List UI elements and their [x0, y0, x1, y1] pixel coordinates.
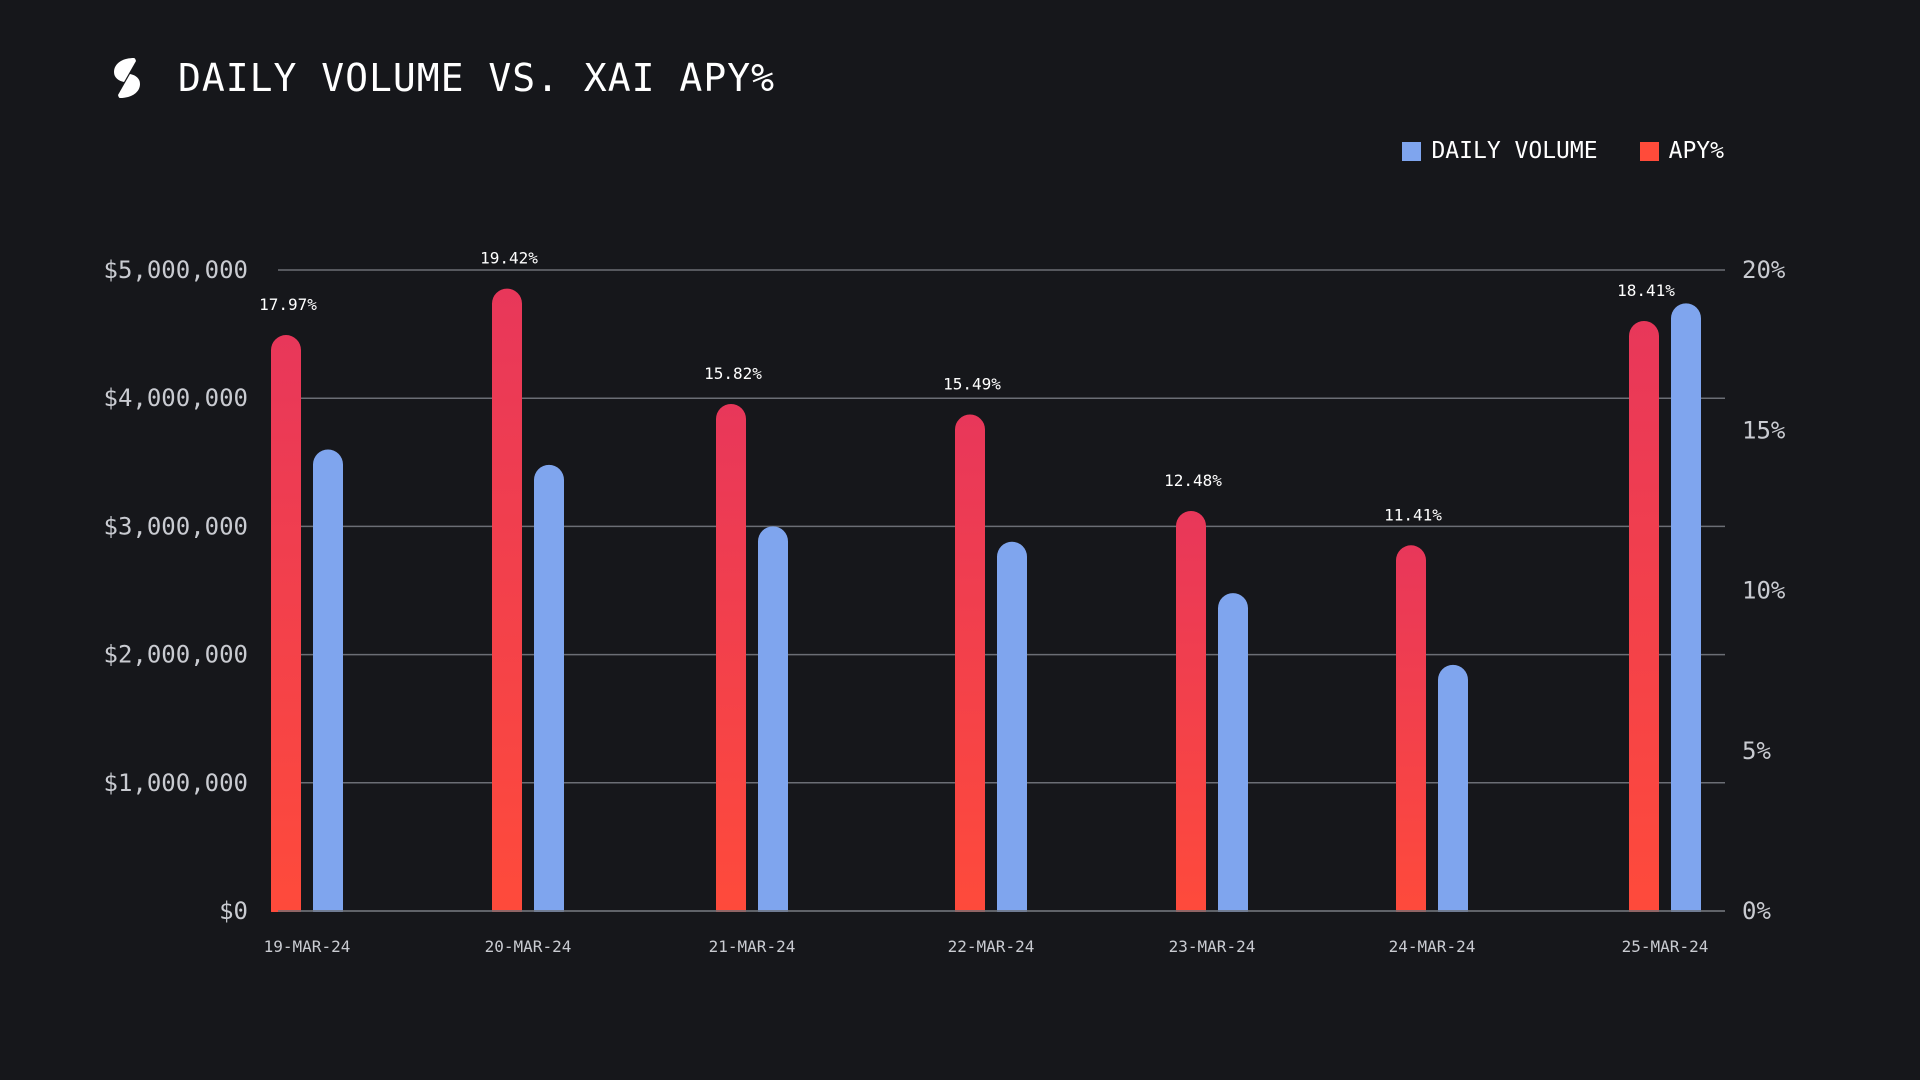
apy-data-label: 15.82%: [704, 364, 762, 383]
daily-volume-bar: [313, 449, 343, 926]
daily-volume-bar: [534, 464, 564, 926]
y-left-tick-label: $0: [219, 897, 248, 925]
y-left-tick-label: $1,000,000: [104, 769, 249, 797]
y-right-tick-label: 10%: [1742, 577, 1786, 605]
x-tick-label: 19-MAR-24: [264, 937, 351, 956]
apy-bar: [1629, 320, 1659, 927]
apy-bar: [1176, 511, 1206, 926]
apy-data-label: 17.97%: [259, 295, 317, 314]
apy-bar: [716, 403, 746, 926]
legend-swatch-apy: [1639, 141, 1659, 161]
daily-volume-bar: [1671, 303, 1701, 926]
chart-legend: DAILY VOLUME APY%: [1402, 138, 1724, 164]
y-right-tick-label: 20%: [1742, 256, 1786, 284]
daily-volume-bar: [1438, 664, 1468, 926]
apy-data-label: 12.48%: [1164, 471, 1222, 490]
apy-bar: [1396, 545, 1426, 926]
x-tick-label: 21-MAR-24: [709, 937, 796, 956]
baseline-mask: [0, 912, 1920, 932]
x-tick-label: 25-MAR-24: [1622, 937, 1709, 956]
x-tick-label: 23-MAR-24: [1169, 937, 1256, 956]
x-tick-label: 20-MAR-24: [485, 937, 572, 956]
y-right-tick-label: 15%: [1742, 416, 1786, 444]
x-tick-label: 22-MAR-24: [948, 937, 1035, 956]
legend-item-apy: APY%: [1639, 138, 1724, 164]
daily-volume-bar: [997, 541, 1027, 926]
legend-label-apy: APY%: [1668, 138, 1724, 164]
apy-bar: [492, 288, 522, 926]
apy-data-label: 15.49%: [943, 375, 1001, 394]
apy-bar: [271, 335, 301, 926]
legend-label-daily-volume: DAILY VOLUME: [1431, 138, 1598, 164]
y-right-tick-label: 5%: [1742, 737, 1771, 765]
daily-volume-bar: [1218, 593, 1248, 926]
legend-item-daily-volume: DAILY VOLUME: [1402, 138, 1598, 164]
y-left-tick-label: $2,000,000: [104, 641, 249, 669]
apy-data-label: 11.41%: [1384, 505, 1442, 524]
legend-swatch-daily-volume: [1402, 141, 1422, 161]
apy-data-label: 19.42%: [480, 249, 538, 268]
y-right-tick-label: 0%: [1742, 897, 1771, 925]
apy-bar: [955, 414, 985, 926]
x-tick-label: 24-MAR-24: [1389, 937, 1476, 956]
chart-title: DAILY VOLUME VS. XAI APY%: [178, 56, 775, 100]
daily-volume-bar: [758, 526, 788, 926]
y-left-tick-label: $3,000,000: [104, 512, 249, 540]
apy-data-label: 18.41%: [1617, 281, 1675, 300]
chart-header: DAILY VOLUME VS. XAI APY%: [110, 56, 775, 100]
brand-logo-icon: [114, 58, 140, 98]
y-left-tick-label: $4,000,000: [104, 384, 249, 412]
y-left-tick-label: $5,000,000: [104, 256, 249, 284]
